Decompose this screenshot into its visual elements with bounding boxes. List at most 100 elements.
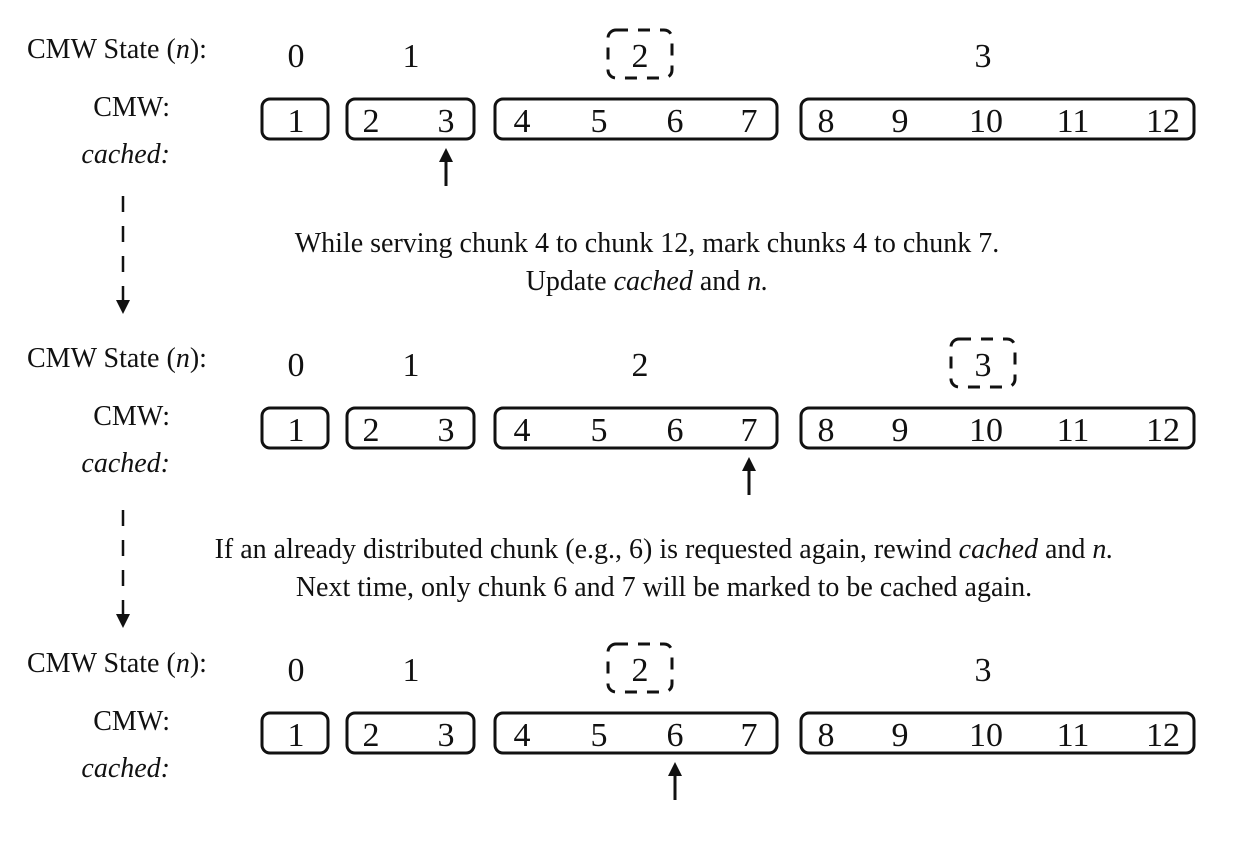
chunk-number: 12 [1146, 412, 1180, 449]
state-label-close: ): [190, 34, 207, 65]
caption-2-line2: Next time, only chunk 6 and 7 will be ma… [296, 572, 1032, 603]
state-label: CMW State (n): [27, 343, 207, 374]
cached-label: cached: [81, 753, 170, 784]
chunk-number: 1 [288, 412, 305, 449]
chunk-number: 1 [288, 717, 305, 754]
state-label: CMW State (n): [27, 34, 207, 65]
caption-2-line1: If an already distributed chunk (e.g., 6… [215, 534, 1114, 565]
caption-2-cached: cached [959, 534, 1039, 565]
chunk-group-box [260, 711, 330, 755]
chunk-number: 10 [969, 103, 1003, 140]
state-number: 1 [403, 347, 420, 384]
chunk-number: 9 [892, 717, 909, 754]
chunk-number: 9 [892, 103, 909, 140]
caption-1-n: n. [747, 266, 768, 297]
caption-1-update: Update [526, 266, 614, 297]
cached-pointer-arrowhead [668, 762, 682, 776]
panel-3: CMW State (n):CMW:cached:0 1 2 31 2 3 4 5 6 7 8 9 10… [27, 642, 1196, 800]
chunk-number: 7 [741, 412, 758, 449]
chunk-number: 3 [438, 717, 455, 754]
cached-pointer-arrowhead [742, 457, 756, 471]
chunk-number: 8 [818, 103, 835, 140]
chunk-number: 6 [667, 717, 684, 754]
cmw-label: CMW: [93, 401, 170, 432]
chunk-number: 7 [741, 717, 758, 754]
state-label-close: ): [190, 648, 207, 679]
panel-1: CMW State (n):CMW:cached:0 1 2 31 2 3 4 5 6 7 8 9 10… [27, 28, 1196, 186]
chunk-group-box [345, 711, 476, 755]
chunk-number: 2 [363, 717, 380, 754]
panel-2: CMW State (n):CMW:cached:0 1 2 31 2 3 4 5 6 7 8 9 10… [27, 337, 1196, 495]
chunk-number: 2 [363, 412, 380, 449]
chunk-number: 5 [591, 412, 608, 449]
chunk-number: 10 [969, 717, 1003, 754]
chunk-number: 11 [1057, 717, 1090, 754]
panels: CMW State (n):CMW:cached:0 1 2 31 2 3 4 5 6 7 8 9 10… [27, 28, 1196, 800]
state-label-close: ): [190, 343, 207, 374]
chunk-group-box [260, 97, 330, 141]
chunk-number: 1 [288, 103, 305, 140]
chunk-group-box [799, 711, 1196, 755]
state-label-text: CMW State ( [27, 343, 176, 374]
chunk-number: 5 [591, 103, 608, 140]
state-number: 0 [288, 38, 305, 75]
transition-1: While serving chunk 4 to chunk 12, mark … [116, 196, 999, 314]
state-label: CMW State (n): [27, 648, 207, 679]
chunk-group-box [260, 406, 330, 450]
transition-1-arrowhead [116, 300, 130, 314]
state-number: 2 [632, 652, 649, 689]
state-number: 2 [632, 38, 649, 75]
state-label-text: CMW State ( [27, 648, 176, 679]
cached-label: cached: [81, 448, 170, 479]
chunk-number: 8 [818, 412, 835, 449]
chunk-group-box [799, 406, 1196, 450]
state-label-text: CMW State ( [27, 34, 176, 65]
state-number: 1 [403, 652, 420, 689]
chunk-number: 5 [591, 717, 608, 754]
chunk-group-box [799, 97, 1196, 141]
chunk-number: 12 [1146, 717, 1180, 754]
current-state-marker [606, 28, 674, 80]
current-state-marker [606, 642, 674, 694]
caption-2-if: If an already distributed chunk (e.g., 6… [215, 534, 959, 565]
chunk-group-box [493, 97, 779, 141]
state-number: 3 [975, 347, 992, 384]
caption-1-and: and [693, 266, 747, 297]
chunk-number: 10 [969, 412, 1003, 449]
caption-1-line2: Update cached and n. [526, 266, 769, 297]
chunk-number: 9 [892, 412, 909, 449]
chunk-number: 8 [818, 717, 835, 754]
chunk-number: 4 [514, 717, 531, 754]
state-label-n: n [176, 648, 190, 679]
state-number: 3 [975, 38, 992, 75]
chunk-group-box [493, 406, 779, 450]
state-label-n: n [176, 34, 190, 65]
chunk-number: 3 [438, 103, 455, 140]
transition-2: If an already distributed chunk (e.g., 6… [116, 510, 1113, 628]
chunk-number: 11 [1057, 103, 1090, 140]
cached-label: cached: [81, 139, 170, 170]
cached-pointer-arrowhead [439, 148, 453, 162]
cmw-label: CMW: [93, 92, 170, 123]
chunk-group-box [345, 97, 476, 141]
chunk-number: 4 [514, 103, 531, 140]
state-number: 0 [288, 347, 305, 384]
state-number: 2 [632, 347, 649, 384]
transition-2-arrowhead [116, 614, 130, 628]
chunk-number: 6 [667, 412, 684, 449]
chunk-group-box [493, 711, 779, 755]
chunk-number: 12 [1146, 103, 1180, 140]
state-number: 0 [288, 652, 305, 689]
chunk-number: 7 [741, 103, 758, 140]
state-label-n: n [176, 343, 190, 374]
chunk-number: 4 [514, 412, 531, 449]
chunk-number: 11 [1057, 412, 1090, 449]
chunk-number: 2 [363, 103, 380, 140]
state-number: 3 [975, 652, 992, 689]
chunk-number: 6 [667, 103, 684, 140]
caption-1-cached: cached [614, 266, 694, 297]
chunk-group-box [345, 406, 476, 450]
state-number: 1 [403, 38, 420, 75]
current-state-marker [949, 337, 1017, 389]
